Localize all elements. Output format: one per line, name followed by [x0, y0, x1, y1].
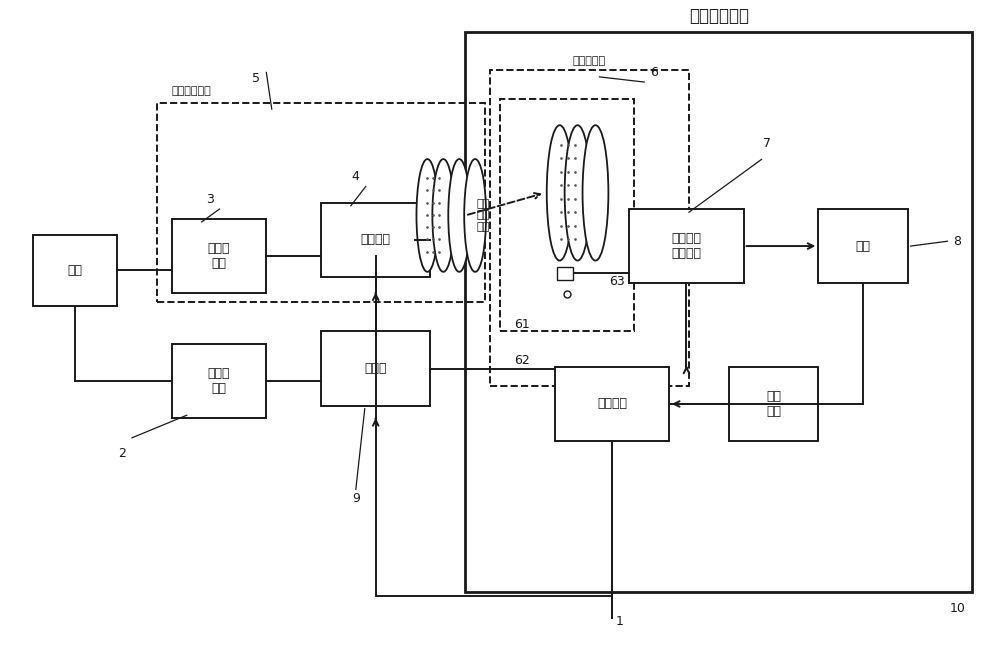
Bar: [818, 209, 908, 283]
Text: 62: 62: [514, 354, 530, 367]
Text: 4: 4: [352, 170, 360, 183]
Text: 3: 3: [206, 193, 214, 206]
Text: 63: 63: [609, 275, 625, 288]
Text: 6: 6: [650, 66, 658, 79]
Text: 电池: 电池: [855, 240, 870, 253]
Bar: [729, 367, 818, 441]
Ellipse shape: [583, 125, 608, 261]
Text: 高频电源: 高频电源: [361, 233, 391, 246]
Bar: [321, 203, 430, 277]
Bar: [157, 103, 485, 302]
Bar: [629, 209, 744, 283]
Text: 主控系统: 主控系统: [597, 397, 627, 410]
Ellipse shape: [416, 159, 438, 272]
Ellipse shape: [432, 159, 454, 272]
Text: 9: 9: [352, 493, 360, 506]
Text: 谐振式耦合: 谐振式耦合: [573, 56, 606, 66]
Text: 电网: 电网: [67, 264, 82, 277]
Text: 1: 1: [615, 615, 623, 628]
Bar: [172, 218, 266, 292]
Text: 功率
检测: 功率 检测: [766, 390, 781, 418]
Text: 10: 10: [950, 602, 965, 615]
Bar: [33, 235, 117, 306]
Ellipse shape: [448, 159, 470, 272]
Text: 控制开
关一: 控制开 关一: [208, 242, 230, 270]
Text: 控制开
关二: 控制开 关二: [208, 367, 230, 395]
Bar: [557, 267, 573, 280]
Text: 8: 8: [953, 235, 961, 248]
Text: 能量
接收
系统: 能量 接收 系统: [477, 199, 490, 232]
Text: 2: 2: [118, 447, 126, 460]
Bar: [465, 32, 972, 592]
Text: 电动決车内部: 电动決车内部: [689, 6, 749, 25]
Text: 61: 61: [514, 318, 530, 332]
Text: 5: 5: [252, 72, 260, 85]
Bar: [172, 344, 266, 419]
Bar: [490, 70, 689, 386]
Bar: [321, 332, 430, 406]
Text: 能量发射系统: 能量发射系统: [172, 86, 212, 96]
Ellipse shape: [547, 125, 573, 261]
Bar: [555, 367, 669, 441]
Ellipse shape: [464, 159, 486, 272]
Bar: [500, 99, 634, 332]
Text: 整流稳压
匹配系统: 整流稳压 匹配系统: [671, 232, 701, 260]
Ellipse shape: [565, 125, 590, 261]
Text: 7: 7: [763, 136, 771, 150]
Text: 充电机: 充电机: [364, 362, 387, 375]
